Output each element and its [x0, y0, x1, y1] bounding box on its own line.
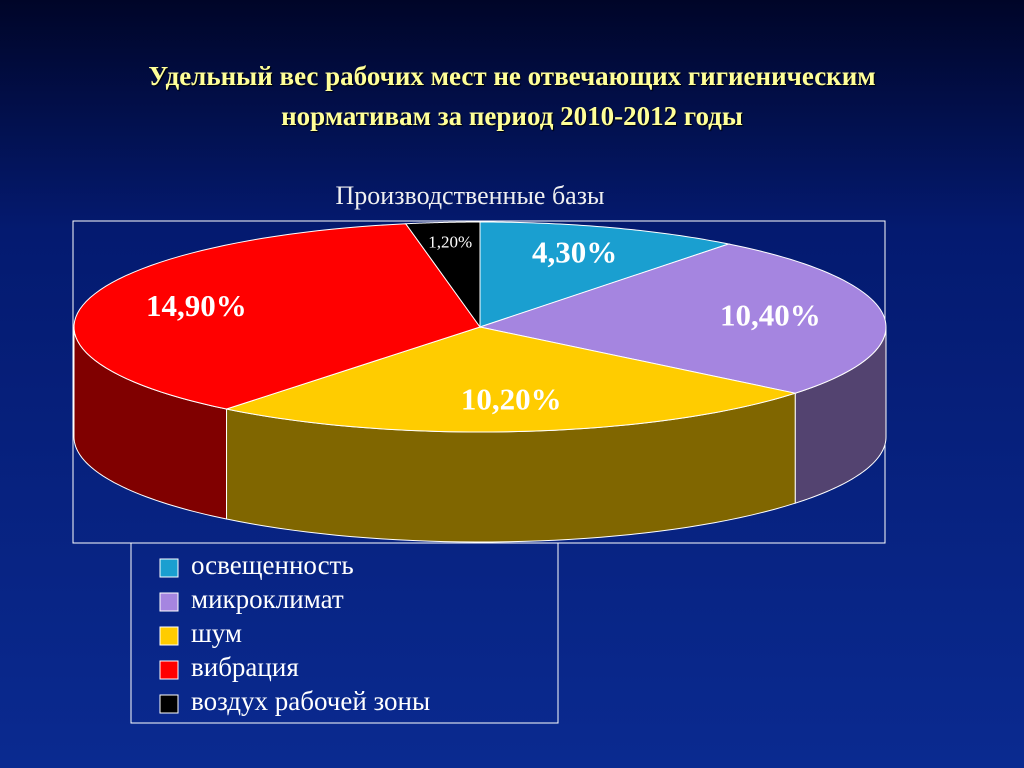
legend-swatch [159, 592, 179, 612]
data-label: 14,90% [146, 288, 247, 323]
chart-subtitle: Производственные базы [336, 181, 605, 210]
slice [224, 326, 798, 433]
legend-label: освещенность [191, 550, 354, 580]
legend-swatch [159, 626, 179, 646]
legend-label: воздух рабочей зоны [191, 686, 430, 716]
legend-label: вибрация [191, 652, 299, 682]
slice [478, 243, 887, 394]
data-label: 1,20% [428, 232, 472, 251]
slice [73, 223, 481, 410]
legend-swatch [159, 694, 179, 714]
legend-label: шум [191, 618, 242, 648]
legend-label: микроклимат [191, 584, 344, 614]
legend-swatch [159, 660, 179, 680]
legend-frame [130, 542, 559, 724]
data-label: 10,20% [461, 381, 562, 416]
legend-swatch [159, 558, 179, 578]
data-label: 4,30% [532, 235, 617, 270]
slice [404, 221, 481, 329]
data-label: 10,40% [720, 297, 821, 332]
slice [479, 221, 731, 328]
chart-title: Удельный вес рабочих мест не отвечающих … [148, 61, 876, 131]
